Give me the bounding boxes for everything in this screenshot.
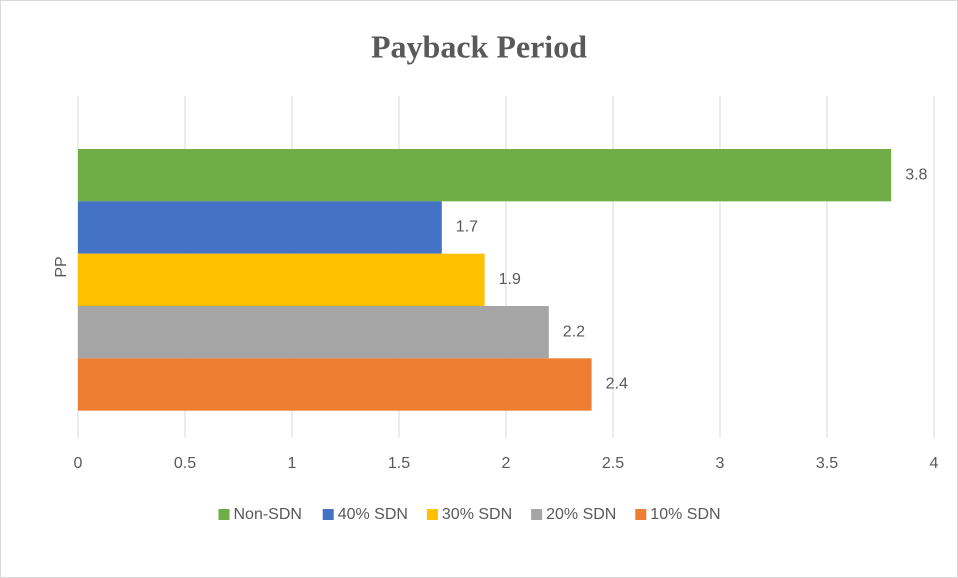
- y-axis-category: PP: [53, 256, 70, 277]
- legend-swatch: [635, 509, 647, 520]
- legend-label: 40% SDN: [338, 506, 408, 523]
- legend-swatch: [218, 509, 230, 520]
- x-tick-label: 0: [74, 455, 83, 472]
- chart-title: Payback Period: [371, 28, 587, 64]
- bar: [78, 358, 592, 411]
- legend-swatch: [426, 509, 438, 520]
- bar: [78, 253, 485, 306]
- legend-label: 20% SDN: [546, 506, 616, 523]
- legend-swatch: [531, 509, 543, 520]
- x-tick-label: 2.5: [602, 455, 624, 472]
- x-tick-label: 2: [502, 455, 511, 472]
- x-tick-label: 1: [288, 455, 297, 472]
- x-tick-label: 3.5: [816, 455, 838, 472]
- legend-label: Non-SDN: [234, 506, 302, 523]
- data-label: 1.7: [456, 219, 478, 236]
- x-tick-label: 3: [716, 455, 725, 472]
- x-tick-label: 1.5: [388, 455, 410, 472]
- legend-label: 10% SDN: [650, 506, 720, 523]
- bar: [78, 201, 442, 254]
- data-label: 2.2: [563, 323, 585, 340]
- x-tick-label: 4: [930, 455, 939, 472]
- x-tick-label: 0.5: [174, 455, 196, 472]
- data-label: 1.9: [499, 271, 521, 288]
- bar: [78, 305, 549, 359]
- legend-label: 30% SDN: [442, 506, 512, 523]
- legend-swatch: [322, 509, 334, 520]
- data-label: 3.8: [905, 166, 927, 183]
- data-label: 2.4: [606, 376, 628, 393]
- bar: [78, 149, 892, 202]
